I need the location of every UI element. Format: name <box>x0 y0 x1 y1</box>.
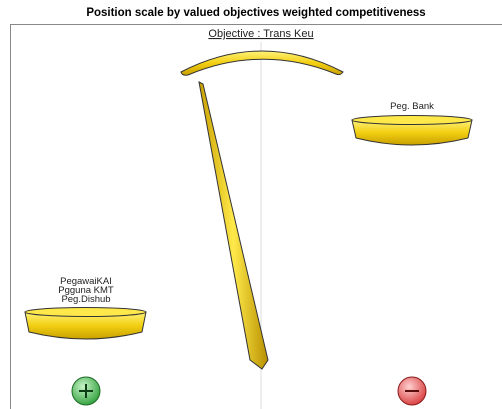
left-pan-label: Peg.Dishub <box>61 294 110 305</box>
right-pan <box>351 119 473 146</box>
right-pan-label: Peg. Bank <box>390 101 434 112</box>
frame <box>10 24 502 409</box>
right-pan-rim <box>351 115 473 125</box>
left-pan <box>24 311 147 340</box>
minus-button[interactable] <box>397 376 427 406</box>
title: Position scale by valued objectives weig… <box>86 7 425 19</box>
left-pan-label: Pgguna KMT <box>58 285 114 296</box>
left-pan-label: PegawaiKAI <box>60 276 112 287</box>
pointer <box>198 81 269 370</box>
plus-button[interactable] <box>71 376 101 406</box>
beam <box>180 50 344 76</box>
objective-label: Objective : Trans Keu <box>208 28 313 40</box>
left-pan-rim <box>24 307 147 317</box>
